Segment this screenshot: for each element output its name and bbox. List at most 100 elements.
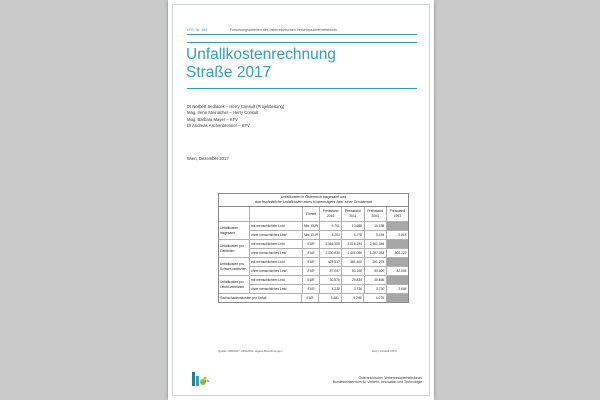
page-border: [172, 4, 430, 396]
table-cell: 291.275: [365, 258, 387, 266]
table-cell: 805.222: [394, 251, 407, 255]
header-col: Preisstand 1993: [389, 209, 406, 218]
header-empty: [219, 207, 250, 221]
header-unit: Einheit: [303, 207, 320, 221]
table-cell: 1.330.830: [320, 249, 343, 257]
author: DI Andreas Aschenbrenner – KFV: [187, 123, 250, 129]
table-body: Unfallkosten insgesamt mit menschlichem L…: [219, 222, 408, 294]
table-row: ohne menschliches Leid EUR 4.238 3.716 3.730…: [250, 285, 408, 293]
header-col: Preisstand 2011: [342, 207, 365, 221]
author: Mag. Barbara Mayer – KFV: [187, 116, 238, 122]
table-cell: [386, 240, 408, 248]
table-cell: 83.168: [342, 267, 365, 275]
table-cell: 2.461.345: [365, 240, 387, 248]
table-cell: [386, 258, 408, 266]
table-title: Unfallkosten in Österreich insgesamt und…: [219, 194, 408, 207]
table-row: mit menschlichem Leid EUR 30.575 29.834 30.8…: [250, 276, 408, 285]
row-unit: EUR: [303, 258, 320, 266]
table-cell: 4.075: [364, 294, 387, 302]
group-label: Unfallkosten pro Getöteten: [219, 240, 250, 257]
table-cell: 381.400: [342, 258, 365, 266]
row-unit: EUR: [303, 276, 320, 284]
row-sublabel: mit menschlichem Leid: [250, 258, 303, 266]
logo-text: kfv: [205, 379, 210, 383]
row-sublabel: mit menschlichem Leid: [250, 276, 303, 284]
table-cell: 5.481: [319, 294, 342, 302]
table-row: mit menschlichem Leid EUR 425.517 381.400 29…: [250, 258, 408, 267]
table-cell: 10.158: [365, 222, 387, 230]
table-cell: 5.278: [342, 231, 365, 239]
accident-cost-table: Unfallkosten in Österreich insgesamt und…: [218, 193, 409, 303]
table-cell: 425.517: [320, 258, 343, 266]
title-rule-top: [187, 42, 417, 43]
table-cell: 1.287.054: [365, 249, 387, 257]
row-unit: EUR: [303, 240, 320, 248]
publisher-footer: Österreichischer Verkehrssicherheitsfond…: [333, 376, 422, 385]
header-empty: [250, 207, 303, 221]
table-row: ohne menschliches Leid Mio. EUR 5.203 5.278…: [250, 231, 408, 239]
table-cell: 29.834: [342, 276, 365, 284]
row-sublabel: ohne menschliches Leid: [250, 231, 303, 239]
table-cell: 3.730: [365, 285, 387, 293]
header-col: Preisstand 2016: [320, 207, 343, 221]
table-cell: 5.203: [320, 231, 343, 239]
table-cell: 3.016.194: [342, 240, 365, 248]
table-title-line1: Unfallkosten in Österreich insgesamt und: [280, 195, 347, 199]
author-list: DI Norbert Sedlacek – Herry Consult (Pro…: [187, 104, 284, 130]
header-rule: [187, 34, 417, 35]
header-col: Preisstand 2004: [365, 207, 387, 221]
table-cell: 55.920: [365, 267, 387, 275]
row-label: Sachschadenskosten pro Unfall: [219, 294, 302, 302]
report-title-line1: Unfallkostenrechnung: [186, 46, 336, 63]
table-cell: [386, 294, 408, 302]
table-cell: 9.701: [320, 222, 343, 230]
table-cell: [386, 222, 408, 230]
row-unit: EUR: [303, 249, 320, 257]
table-row: ohne menschliches Leid EUR 87.097 83.168 55.…: [250, 267, 408, 275]
table-credit: Herry Consult / KFV: [372, 349, 397, 353]
kfv-logo-icon: [190, 370, 208, 388]
table-group: Unfallkosten insgesamt mit menschlichem L…: [219, 222, 408, 240]
table-cell: 5.184: [365, 231, 387, 239]
table-cell: 87.097: [320, 267, 343, 275]
table-source: Quelle: UKR2007, UKR2012, eigene Berechn…: [218, 349, 283, 353]
row-unit: EUR: [302, 294, 319, 302]
table-row-sachschaden: Sachschadenskosten pro Unfall EUR 5.481 …: [219, 294, 408, 302]
table-row: mit menschlichem Leid Mio. EUR 9.701 10.688…: [250, 222, 408, 231]
table-cell: 30.836: [365, 276, 387, 284]
table-cell: 30.575: [320, 276, 343, 284]
table-row: ohne menschliches Leid EUR 1.330.830 1.401.…: [250, 249, 408, 257]
row-sublabel: mit menschlichem Leid: [250, 222, 303, 230]
group-label: Unfallkosten pro Leicht-verletzten: [219, 276, 250, 293]
table-header-row: Einheit Preisstand 2016 Preisstand 2011 Pr…: [219, 207, 408, 222]
row-unit: EUR: [303, 285, 320, 293]
table-group: Unfallkosten pro Schwer-verletzten mit me…: [219, 258, 408, 276]
group-label: Unfallkosten insgesamt: [219, 222, 250, 239]
place-date: Wien, Dezember 2017: [187, 156, 229, 161]
publisher-line1: Österreichischer Verkehrssicherheitsfond…: [358, 376, 422, 380]
table-cell: 10.688: [342, 222, 365, 230]
row-sublabel: ohne menschliches Leid: [250, 285, 303, 293]
table-cell: 3.316.309: [320, 240, 343, 248]
table-cell: 3.818: [398, 233, 407, 237]
report-cover-page: LFB, Nr. 163 Forschungsarbeiten des öste…: [168, 0, 434, 400]
author: Mag. Irene Steinacher – Herry Consult: [187, 110, 259, 116]
author: DI Norbert Sedlacek – Herry Consult (Pro…: [187, 104, 285, 109]
row-unit: Mio. EUR: [303, 222, 320, 230]
series-title: Forschungsarbeiten des österreichischen …: [230, 28, 337, 32]
row-sublabel: mit menschlichem Leid: [250, 240, 303, 248]
publisher-line2: Bundesministerium für Verkehr, Innovatio…: [332, 380, 422, 385]
table-row: mit menschlichem Leid EUR 3.316.309 3.016.1…: [250, 240, 408, 249]
report-title: Unfallkostenrechnung Straße 2017: [186, 46, 426, 82]
row-sublabel: ohne menschliches Leid: [250, 267, 303, 275]
series-number: LFB, Nr. 163: [187, 28, 208, 32]
title-rule-bottom: [187, 88, 417, 89]
row-unit: EUR: [303, 267, 320, 275]
table-cell: 4.238: [320, 285, 343, 293]
row-unit: Mio. EUR: [303, 231, 320, 239]
table-title-line2: durchschnittliche Unfallkosten eines Kos…: [254, 200, 373, 204]
table-group: Unfallkosten pro Leicht-verletzten mit me…: [219, 276, 408, 294]
table-cell: 1.401.086: [342, 249, 365, 257]
table-cell: 3.716: [342, 285, 365, 293]
table-group: Unfallkosten pro Getöteten mit menschlich…: [219, 240, 408, 258]
